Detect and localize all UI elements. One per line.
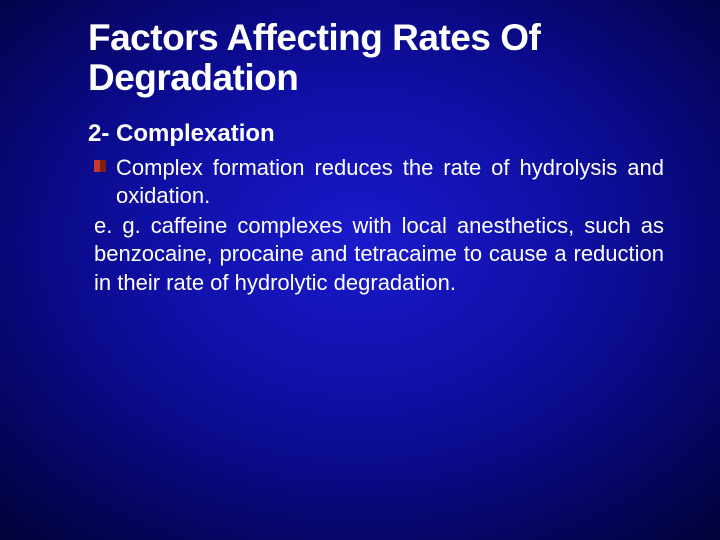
bullet-text: Complex formation reduces the rate of hy… — [116, 154, 664, 210]
square-bullet-icon — [94, 160, 106, 172]
example-text: e. g. caffeine complexes with local anes… — [94, 212, 664, 296]
body-block: Complex formation reduces the rate of hy… — [88, 154, 664, 297]
slide-title: Factors Affecting Rates Of Degradation — [88, 18, 664, 98]
slide: Factors Affecting Rates Of Degradation 2… — [0, 0, 720, 540]
bullet-item: Complex formation reduces the rate of hy… — [94, 154, 664, 210]
slide-subheading: 2- Complexation — [88, 120, 664, 148]
